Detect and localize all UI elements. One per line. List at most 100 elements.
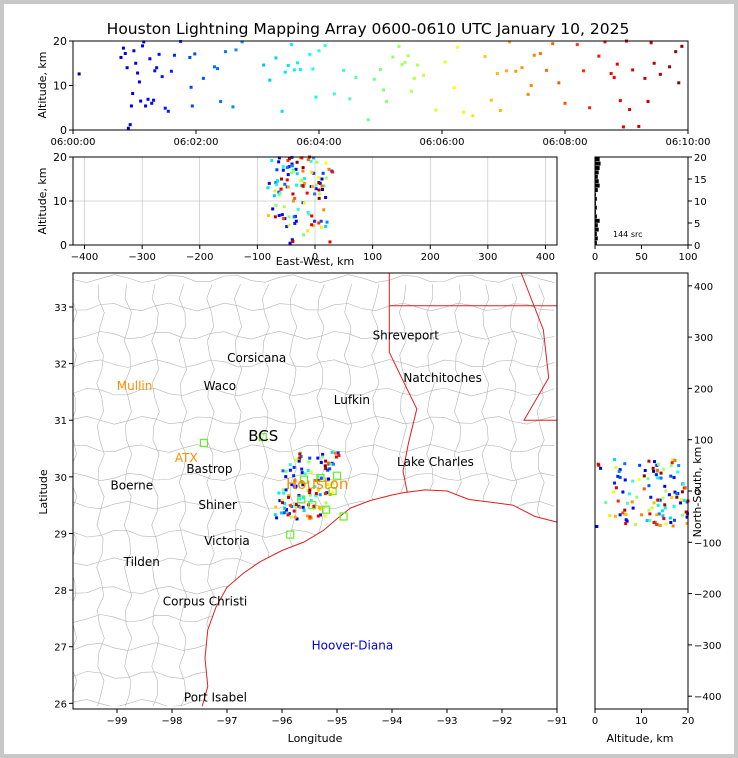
altitude-time-point [538,51,542,55]
altitude-eastwest-point [294,219,298,223]
altitude-time-point [612,75,616,79]
plan-view-point [290,483,294,487]
altitude-eastwest-point [282,205,286,209]
altitude-northsouth-point [675,492,679,496]
altitude-time-point [588,106,592,110]
altitude-time-point [649,41,653,45]
altitude-northsouth-point [664,489,668,493]
altitude-time-point [132,49,136,53]
altitude-eastwest-point [310,214,314,218]
plan-view-tick-label-x: −99 [106,716,127,727]
plan-view-point [292,509,296,513]
city-label: Hoover-Diana [312,639,394,653]
histogram-bar [595,227,599,232]
plan-view-point [302,482,306,486]
altitude-time-point [131,92,135,96]
altitude-eastwest-point [320,177,324,181]
plan-view-tick-label-y: 30 [54,473,67,484]
histogram-bar [595,205,597,210]
altitude-eastwest-point [324,225,328,229]
altitude-northsouth-point [616,474,620,478]
altitude-time-point [126,126,130,130]
altitude-northsouth-point [608,514,612,518]
plan-view-point [280,511,284,515]
altitude-eastwest-point [266,214,270,218]
plan-view-point [305,514,309,518]
altitude-eastwest-point [306,158,310,162]
altitude-time-point [342,68,346,72]
plan-view-point [308,516,312,520]
altitude-eastwest-point [301,233,305,237]
altitude-time-point [292,68,296,72]
plan-view-point [284,475,288,479]
plan-view-point [321,506,325,510]
altitude-eastwest-point [295,183,299,187]
altitude-time-point [563,101,567,105]
altitude-eastwest-point [328,240,332,244]
altitude-time-point [526,92,530,96]
altitude-time-point [280,109,284,113]
plan-view-point [324,501,328,505]
altitude-time-point [139,99,143,103]
city-label: Boerne [111,478,154,492]
city-label: ATX [175,451,198,465]
altitude-eastwest-point [302,201,306,205]
plan-view-point [314,492,318,496]
altitude-time-tick-label-y: 10 [53,80,67,93]
altitude-eastwest-point [275,183,279,187]
altitude-northsouth-point [668,516,672,520]
altitude-northsouth-point [648,518,652,522]
altitude-eastwest-point [279,187,283,191]
altitude-eastwest-point [266,186,270,190]
altitude-eastwest-point [277,214,281,218]
altitude-northsouth-point [661,514,665,518]
plan-view-point [307,460,311,464]
altitude-northsouth-point [672,476,676,480]
altitude-eastwest-point [277,156,281,160]
plan-view-point [330,450,334,454]
altitude-northsouth-tick-label-x: 10 [635,716,648,727]
altitude-eastwest-point [274,181,278,185]
altitude-northsouth-point [624,513,628,517]
plan-view-point [326,483,330,487]
plan-view-point [301,505,305,509]
plan-view-points [273,450,341,521]
altitude-northsouth-point [662,517,666,521]
altitude-eastwest-tick-label-x: −400 [71,252,98,263]
altitude-northsouth-point [673,518,677,522]
altitude-time-point [119,55,123,59]
altitude-northsouth-point [652,501,656,505]
altitude-northsouth-point [658,523,662,527]
plan-view-point [326,468,330,472]
altitude-eastwest-point [317,181,321,185]
altitude-eastwest-tick-label-x: 400 [536,252,555,263]
plan-view-point [282,491,286,495]
altitude-time-point [123,51,127,55]
altitude-eastwest-point [317,221,321,225]
plan-view-point [281,488,285,492]
altitude-northsouth-tick-label-y: −200 [694,590,721,601]
county-line [73,614,555,623]
altitude-time-point [520,66,524,70]
plan-view-point [334,455,338,459]
altitude-northsouth-point [655,522,659,526]
histogram-bar [595,236,598,241]
plan-view-point [337,454,341,458]
altitude-northsouth-point [659,476,663,480]
altitude-eastwest-point [281,217,285,221]
county-line [96,284,105,707]
plan-view-point [328,467,332,471]
county-line [536,284,545,707]
city-label: Victoria [204,534,250,548]
altitude-eastwest-point [294,167,298,171]
lma-station [332,471,342,480]
altitude-eastwest-tick-label-x: 300 [478,252,497,263]
plan-view-point [316,475,320,479]
plan-view-tick-label-x: −92 [491,716,512,727]
altitude-time-point [234,48,238,52]
lma-figure: Houston Lightning Mapping Array 0600-061… [36,20,721,745]
altitude-eastwest-point [317,196,321,200]
altitude-time-point [216,67,220,71]
altitude-northsouth-point [680,490,684,494]
